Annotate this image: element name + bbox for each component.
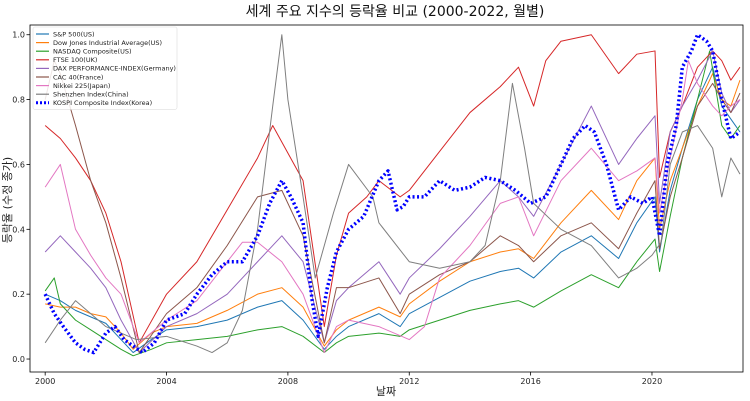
x-axis: 2000 2004 2008 2012 2016 2020 xyxy=(35,372,662,386)
x-axis-title: 날짜 xyxy=(376,385,396,398)
legend-label: Dow Jones Industrial Average(US) xyxy=(53,39,162,47)
series-line-shenzhen-index-china xyxy=(44,34,741,354)
x-tick-label: 2012 xyxy=(399,377,419,386)
y-tick-label: 0.0 xyxy=(12,355,25,364)
y-tick-label: 0.4 xyxy=(12,225,25,234)
series-layer xyxy=(43,32,741,357)
legend-label: Shenzhen Index(China) xyxy=(53,91,129,99)
y-axis: 0.0 0.2 0.4 0.6 0.8 1.0 xyxy=(12,31,30,364)
y-tick-label: 0.6 xyxy=(12,160,25,169)
legend-label: S&P 500(US) xyxy=(53,30,95,38)
series-line-nasdaq-composite-us xyxy=(44,50,741,357)
y-tick-label: 0.8 xyxy=(12,96,25,105)
series-line-cac-40-france xyxy=(44,60,741,354)
series-line-ftse-100-uk xyxy=(44,34,741,344)
series-line-kospi-composite-index-korea xyxy=(43,32,741,355)
chart-title: 세계 주요 지수의 등락율 비교 (2000-2022, 월별) xyxy=(246,4,545,20)
legend-label: NASDAQ Composite(US) xyxy=(53,48,132,56)
y-axis-title: 등락율 (수정 종가) xyxy=(1,157,14,243)
series-line-s-p-500-us xyxy=(44,66,741,354)
x-tick-label: 2004 xyxy=(156,377,176,386)
x-tick-label: 2008 xyxy=(278,377,298,386)
x-tick-label: 2016 xyxy=(520,377,540,386)
plot-area xyxy=(29,24,744,373)
x-tick-label: 2000 xyxy=(35,377,55,386)
legend-box xyxy=(32,26,178,110)
legend-label: Nikkei 225(Japan) xyxy=(53,82,110,90)
series-line-nikkei-225-japan xyxy=(44,60,741,354)
y-tick-label: 1.0 xyxy=(12,31,25,40)
series-line-dow-jones-industrial-average-us xyxy=(45,73,741,350)
legend-label: DAX PERFORMANCE-INDEX(Germany) xyxy=(53,65,176,73)
legend-label: KOSPI Composite Index(Korea) xyxy=(53,99,152,107)
x-tick-label: 2020 xyxy=(642,377,662,386)
legend-label: CAC 40(France) xyxy=(53,73,103,81)
legend: S&P 500(US)Dow Jones Industrial Average(… xyxy=(32,26,178,110)
legend-label: FTSE 100(UK) xyxy=(53,56,97,64)
y-tick-label: 0.2 xyxy=(12,290,25,299)
